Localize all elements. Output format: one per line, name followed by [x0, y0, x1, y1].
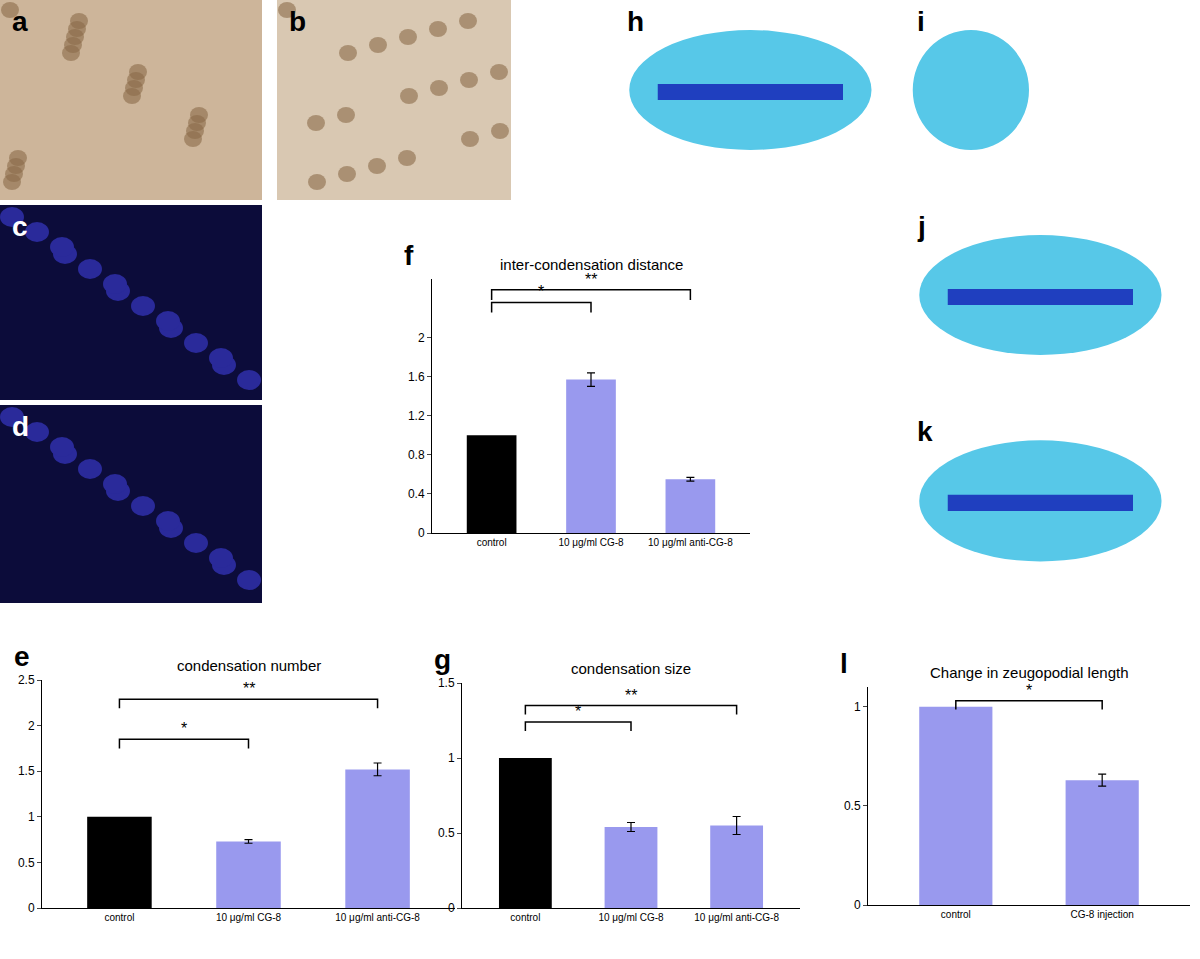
svg-text:0: 0	[418, 526, 425, 540]
svg-text:1: 1	[854, 700, 861, 714]
svg-text:**: **	[243, 680, 255, 697]
svg-text:2: 2	[28, 719, 35, 733]
svg-text:d: d	[12, 411, 29, 442]
svg-text:control: control	[477, 537, 507, 548]
svg-text:0.5: 0.5	[438, 826, 455, 840]
svg-text:condensation number: condensation number	[177, 657, 321, 674]
svg-text:k: k	[917, 416, 933, 447]
svg-text:j: j	[917, 211, 926, 242]
svg-text:c: c	[12, 211, 28, 242]
svg-text:0: 0	[448, 901, 455, 915]
svg-text:10 μg/ml CG-8: 10 μg/ml CG-8	[558, 537, 624, 548]
svg-text:0.5: 0.5	[18, 856, 35, 870]
svg-text:1.6: 1.6	[408, 370, 425, 384]
svg-text:1.5: 1.5	[18, 764, 35, 778]
svg-text:*: *	[538, 283, 544, 300]
svg-text:*: *	[1026, 682, 1032, 699]
svg-text:CG-8 injection: CG-8 injection	[1071, 909, 1134, 920]
svg-text:2.5: 2.5	[18, 673, 35, 687]
svg-text:1.2: 1.2	[408, 409, 425, 423]
svg-text:10 μg/ml anti-CG-8: 10 μg/ml anti-CG-8	[648, 537, 733, 548]
svg-text:2: 2	[418, 331, 425, 345]
svg-text:0: 0	[854, 898, 861, 912]
svg-text:0.4: 0.4	[408, 487, 425, 501]
svg-text:10 μg/ml CG-8: 10 μg/ml CG-8	[598, 912, 664, 923]
svg-text:Change in zeugopodial length: Change in zeugopodial length	[930, 664, 1129, 681]
svg-text:1: 1	[28, 810, 35, 824]
svg-text:0.8: 0.8	[408, 448, 425, 462]
svg-text:**: **	[625, 687, 637, 704]
svg-text:condensation size: condensation size	[571, 660, 691, 677]
svg-text:1: 1	[448, 751, 455, 765]
svg-text:control: control	[941, 909, 971, 920]
svg-text:10 μg/ml anti-CG-8: 10 μg/ml anti-CG-8	[335, 912, 420, 923]
svg-text:i: i	[917, 6, 925, 37]
svg-text:10 μg/ml CG-8: 10 μg/ml CG-8	[216, 912, 282, 923]
svg-text:inter-condensation distance: inter-condensation distance	[500, 256, 683, 273]
svg-text:h: h	[627, 6, 644, 37]
svg-text:e: e	[14, 641, 30, 672]
svg-text:f: f	[404, 240, 414, 271]
svg-text:1.5: 1.5	[438, 676, 455, 690]
svg-text:10 μg/ml anti-CG-8: 10 μg/ml anti-CG-8	[694, 912, 779, 923]
svg-text:a: a	[12, 6, 28, 37]
svg-text:control: control	[104, 912, 134, 923]
svg-text:0.5: 0.5	[844, 799, 861, 813]
svg-text:g: g	[434, 644, 451, 675]
svg-text:control: control	[510, 912, 540, 923]
svg-text:**: **	[585, 271, 597, 288]
svg-text:0: 0	[28, 901, 35, 915]
svg-text:b: b	[289, 6, 306, 37]
svg-text:*: *	[575, 703, 581, 720]
svg-text:*: *	[181, 720, 187, 737]
svg-text:l: l	[840, 648, 848, 679]
